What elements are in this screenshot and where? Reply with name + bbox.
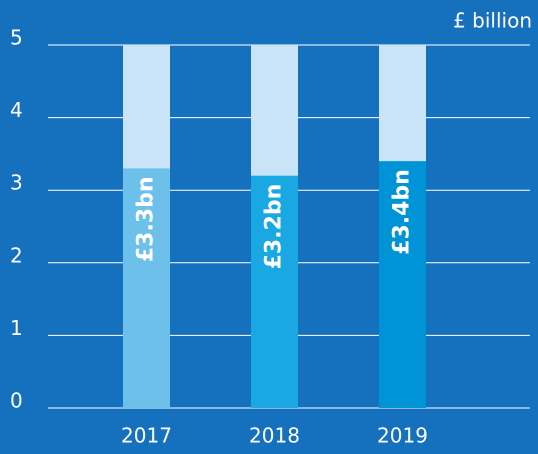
value-label: £3.3bn bbox=[134, 176, 159, 262]
y-tick-label: 2 bbox=[10, 243, 23, 267]
unit-label: £ billion bbox=[453, 9, 532, 33]
y-tick-label: 5 bbox=[10, 26, 23, 50]
y-tick-label: 0 bbox=[10, 389, 23, 413]
x-tick-label: 2017 bbox=[121, 424, 172, 448]
value-label: £3.4bn bbox=[390, 169, 415, 255]
bar bbox=[123, 168, 170, 408]
y-tick-label: 1 bbox=[10, 316, 23, 340]
x-tick-label: 2019 bbox=[377, 424, 428, 448]
bar bbox=[251, 175, 298, 408]
y-tick-label: 4 bbox=[10, 98, 23, 122]
value-label: £3.2bn bbox=[262, 184, 287, 270]
x-tick-label: 2018 bbox=[249, 424, 300, 448]
bar bbox=[379, 161, 426, 408]
y-tick-label: 3 bbox=[10, 171, 23, 195]
